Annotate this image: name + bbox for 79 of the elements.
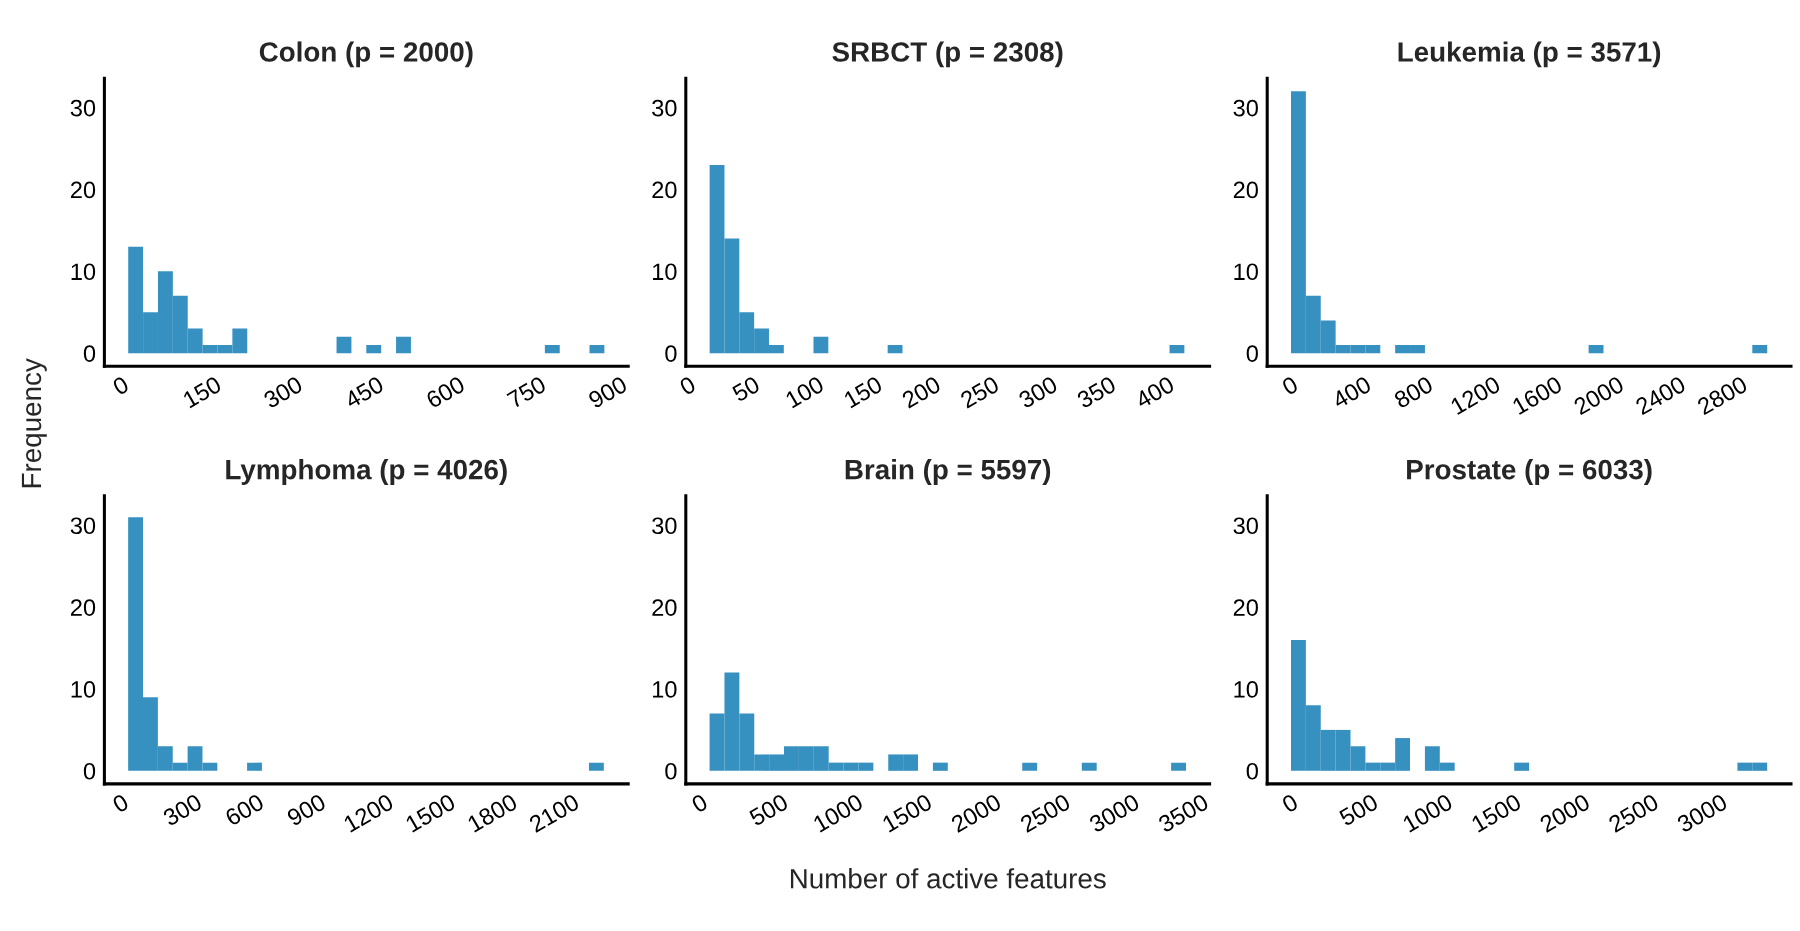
x-tick-label: 150 <box>843 375 884 409</box>
y-tick-label: 10 <box>653 681 677 698</box>
chart-title: Prostate (p = 6033) <box>1407 459 1652 485</box>
x-tick-label: 0 <box>678 375 697 396</box>
y-tick-label: 0 <box>665 345 677 362</box>
y-tick-label: 0 <box>83 762 96 780</box>
x-tick-label: 600 <box>224 793 265 827</box>
x-tick-label: 300 <box>162 793 203 827</box>
chart-title: Colon (p = 2000) <box>259 41 473 68</box>
x-tick-label: 1200 <box>342 793 395 833</box>
x-tick-label: 600 <box>425 375 466 409</box>
chart-title: Leukemia (p = 3571) <box>1398 41 1661 68</box>
x-tick-label: 0 <box>690 793 709 814</box>
x-tick-label: 500 <box>1338 793 1380 827</box>
x-tick-label: 50 <box>731 375 761 403</box>
x-tick-label: 900 <box>286 793 327 827</box>
x-tick-label: 2800 <box>1696 375 1749 416</box>
y-tick-label: 20 <box>70 599 96 616</box>
y-tick-label: 20 <box>70 181 96 199</box>
y-tick-label: 0 <box>665 762 677 780</box>
x-tick-label: 150 <box>182 375 223 409</box>
y-tick-label: 20 <box>652 181 677 199</box>
chart-title: SRBCT (p = 2308) <box>832 41 1063 68</box>
y-tick-label: 30 <box>652 99 677 117</box>
x-tick-label: 2500 <box>1607 793 1660 833</box>
chart-title: Brain (p = 5597) <box>845 459 1051 485</box>
x-tick-label: 0 <box>1280 375 1300 396</box>
y-tick-label: 20 <box>1233 181 1258 199</box>
x-tick-label: 450 <box>343 375 385 410</box>
x-tick-label: 0 <box>1280 793 1300 814</box>
x-tick-label: 300 <box>262 375 304 409</box>
y-tick-label: 0 <box>1246 345 1258 362</box>
x-tick-label: 2100 <box>528 793 581 833</box>
x-tick-label: 0 <box>111 375 130 396</box>
x-tick-label: 1500 <box>1470 793 1523 833</box>
y-tick-label: 30 <box>1233 99 1258 117</box>
x-tick-label: 1500 <box>404 793 457 833</box>
y-tick-label: 0 <box>83 345 96 362</box>
x-tick-label: 750 <box>506 375 547 409</box>
x-tick-label: 1600 <box>1511 375 1564 415</box>
y-tick-label: 10 <box>1234 263 1258 281</box>
y-tick-label: 30 <box>652 517 677 535</box>
x-tick-label: 100 <box>784 375 825 409</box>
x-tick-label: 0 <box>111 793 130 814</box>
y-axis-title: Frequency <box>21 358 47 488</box>
x-tick-label: 3500 <box>1157 793 1210 834</box>
x-tick-label: 300 <box>1017 375 1059 409</box>
x-tick-label: 2000 <box>1572 375 1625 416</box>
y-tick-label: 30 <box>70 99 96 117</box>
y-tick-label: 30 <box>1233 517 1258 535</box>
x-tick-label: 200 <box>901 375 942 409</box>
x-tick-label: 800 <box>1393 375 1434 409</box>
y-tick-label: 10 <box>653 263 677 281</box>
x-tick-label: 250 <box>959 375 1001 409</box>
x-tick-label: 400 <box>1330 375 1373 410</box>
y-tick-label: 30 <box>70 517 96 535</box>
x-tick-label: 1500 <box>881 793 934 833</box>
x-tick-label: 1800 <box>466 793 519 833</box>
x-tick-label: 900 <box>587 375 629 409</box>
x-tick-label: 3000 <box>1088 793 1141 834</box>
x-tick-label: 1200 <box>1449 375 1502 415</box>
x-tick-label: 3000 <box>1676 793 1729 834</box>
x-tick-label: 1000 <box>1402 793 1454 833</box>
y-tick-label: 10 <box>71 681 96 698</box>
y-tick-label: 0 <box>1246 762 1258 780</box>
x-tick-label: 500 <box>748 793 790 827</box>
x-tick-label: 2000 <box>1538 793 1591 833</box>
x-tick-label: 2400 <box>1634 375 1687 416</box>
y-tick-label: 20 <box>1233 599 1258 616</box>
x-tick-label: 400 <box>1134 375 1176 410</box>
chart-title: Lymphoma (p = 4026) <box>226 459 507 485</box>
x-axis-title: Number of active features <box>790 868 1106 889</box>
y-tick-label: 10 <box>71 263 96 281</box>
x-tick-label: 2000 <box>950 793 1003 833</box>
y-tick-label: 20 <box>652 599 677 616</box>
x-tick-label: 1000 <box>812 793 864 833</box>
x-tick-label: 2500 <box>1019 793 1072 833</box>
y-tick-label: 10 <box>1234 681 1258 698</box>
x-tick-label: 350 <box>1075 375 1117 409</box>
